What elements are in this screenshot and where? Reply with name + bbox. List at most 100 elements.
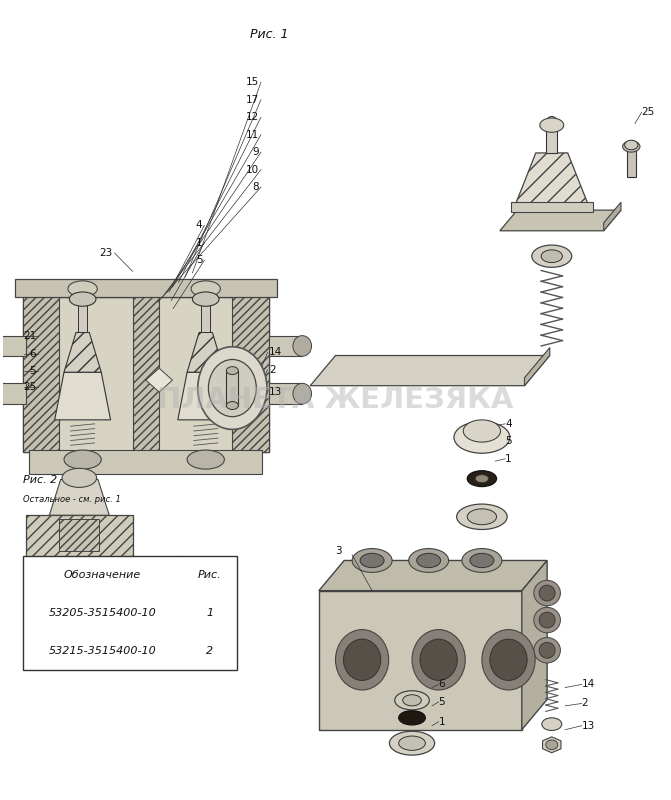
Text: Остальное - см. рис. 1: Остальное - см. рис. 1 <box>23 495 121 504</box>
Text: 12: 12 <box>246 112 259 122</box>
Bar <box>15 279 277 297</box>
Text: 4: 4 <box>505 419 512 429</box>
Ellipse shape <box>399 736 425 750</box>
Ellipse shape <box>456 504 507 530</box>
Bar <box>269 383 302 404</box>
Text: Рис.: Рис. <box>198 570 221 580</box>
Polygon shape <box>543 737 561 753</box>
Bar <box>59 519 99 551</box>
Text: 1: 1 <box>439 717 446 726</box>
Polygon shape <box>319 590 522 730</box>
Polygon shape <box>525 347 550 386</box>
Bar <box>0 383 26 404</box>
Text: 15: 15 <box>246 78 259 87</box>
Ellipse shape <box>191 281 220 297</box>
Polygon shape <box>513 153 590 210</box>
Text: 2: 2 <box>206 646 213 656</box>
Ellipse shape <box>412 630 465 690</box>
Ellipse shape <box>409 549 449 572</box>
Ellipse shape <box>344 639 380 681</box>
Polygon shape <box>146 368 172 392</box>
Text: 2: 2 <box>269 365 276 375</box>
Bar <box>23 556 237 670</box>
Ellipse shape <box>462 549 502 572</box>
Text: 11: 11 <box>246 130 259 140</box>
Text: 1: 1 <box>196 238 203 248</box>
Ellipse shape <box>539 642 555 658</box>
Ellipse shape <box>623 141 640 152</box>
Ellipse shape <box>625 140 638 150</box>
Text: 2: 2 <box>582 698 588 709</box>
Text: 6: 6 <box>439 679 446 690</box>
Text: 5: 5 <box>439 697 446 707</box>
Polygon shape <box>187 333 224 372</box>
Ellipse shape <box>420 639 457 681</box>
Bar <box>269 336 302 356</box>
Ellipse shape <box>399 710 425 725</box>
Text: 3: 3 <box>336 546 342 556</box>
Circle shape <box>546 116 558 130</box>
Ellipse shape <box>490 639 527 681</box>
Text: 10: 10 <box>246 165 259 174</box>
Text: 4: 4 <box>196 220 203 230</box>
Ellipse shape <box>226 366 238 374</box>
Text: 21: 21 <box>23 331 36 342</box>
Polygon shape <box>26 515 133 559</box>
Ellipse shape <box>532 245 572 267</box>
Text: 13: 13 <box>582 721 595 730</box>
Bar <box>78 305 87 333</box>
Text: 14: 14 <box>269 347 282 358</box>
Text: 1: 1 <box>206 608 213 618</box>
Ellipse shape <box>226 402 238 410</box>
Text: Рис. 1: Рис. 1 <box>250 28 289 41</box>
Text: 6: 6 <box>30 349 36 359</box>
Ellipse shape <box>62 468 97 487</box>
Text: 5: 5 <box>30 366 36 376</box>
Text: 8: 8 <box>252 182 259 192</box>
Text: 23: 23 <box>99 248 113 258</box>
Ellipse shape <box>534 580 560 606</box>
Ellipse shape <box>539 118 564 132</box>
Polygon shape <box>604 202 621 230</box>
Bar <box>201 305 211 333</box>
Polygon shape <box>54 372 111 420</box>
Polygon shape <box>310 355 550 386</box>
Ellipse shape <box>193 292 219 306</box>
Ellipse shape <box>541 250 562 262</box>
Ellipse shape <box>64 450 101 469</box>
Polygon shape <box>522 561 547 730</box>
Ellipse shape <box>336 630 389 690</box>
Text: 9: 9 <box>252 147 259 157</box>
Circle shape <box>209 359 256 417</box>
Text: 17: 17 <box>246 94 259 105</box>
Text: ПЛАНЕТА ЖЕЛЕЗЯКА: ПЛАНЕТА ЖЕЛЕЗЯКА <box>157 386 514 414</box>
Text: 5: 5 <box>505 436 512 446</box>
Polygon shape <box>50 479 109 515</box>
Bar <box>627 146 635 177</box>
Ellipse shape <box>68 281 97 297</box>
Bar <box>23 297 269 452</box>
Polygon shape <box>500 210 621 230</box>
Ellipse shape <box>352 549 392 572</box>
Circle shape <box>198 346 267 430</box>
Text: 53215-3515400-10: 53215-3515400-10 <box>49 646 156 656</box>
Text: Обозначение: Обозначение <box>64 570 141 580</box>
Bar <box>232 281 269 452</box>
Bar <box>133 281 159 452</box>
Ellipse shape <box>360 554 384 568</box>
Bar <box>511 202 593 212</box>
Ellipse shape <box>539 585 555 601</box>
Text: 25: 25 <box>23 382 36 392</box>
Text: 53205-3515400-10: 53205-3515400-10 <box>49 608 156 618</box>
Ellipse shape <box>534 638 560 663</box>
Ellipse shape <box>187 450 224 469</box>
Ellipse shape <box>470 554 494 568</box>
Ellipse shape <box>293 383 311 404</box>
Ellipse shape <box>293 336 311 356</box>
Bar <box>546 127 557 153</box>
Ellipse shape <box>389 731 435 755</box>
Ellipse shape <box>69 292 96 306</box>
Polygon shape <box>64 333 101 372</box>
Ellipse shape <box>534 607 560 633</box>
Ellipse shape <box>541 718 562 730</box>
